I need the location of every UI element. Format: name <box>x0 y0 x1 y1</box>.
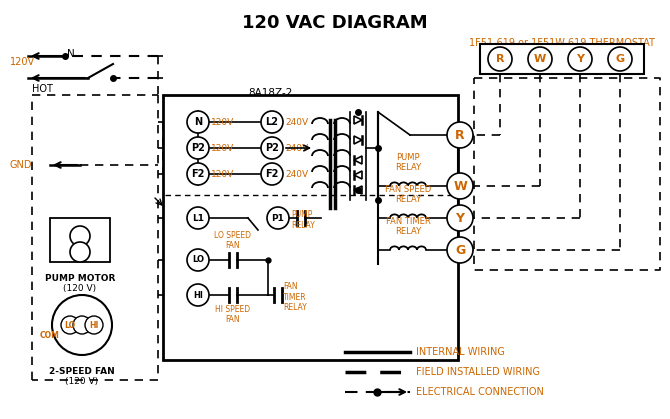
Circle shape <box>447 205 473 231</box>
Circle shape <box>187 284 209 306</box>
Text: FAN TIMER
RELAY: FAN TIMER RELAY <box>386 217 430 236</box>
Circle shape <box>52 295 112 355</box>
Text: 120 VAC DIAGRAM: 120 VAC DIAGRAM <box>242 14 428 32</box>
Text: 120V: 120V <box>211 143 234 153</box>
Text: ELECTRICAL CONNECTION: ELECTRICAL CONNECTION <box>416 387 544 397</box>
Bar <box>50 218 110 262</box>
Text: F2: F2 <box>265 169 279 179</box>
Circle shape <box>73 316 91 334</box>
Text: L1: L1 <box>192 214 204 222</box>
Text: 240V: 240V <box>285 170 308 178</box>
Text: 240V: 240V <box>285 117 308 127</box>
Circle shape <box>447 173 473 199</box>
Text: (120 V): (120 V) <box>66 377 98 386</box>
Text: 240V: 240V <box>285 143 308 153</box>
Text: W: W <box>453 179 467 192</box>
Circle shape <box>608 47 632 71</box>
Circle shape <box>267 207 289 229</box>
Text: GND: GND <box>10 160 33 170</box>
Text: 2-SPEED FAN: 2-SPEED FAN <box>49 367 115 376</box>
Circle shape <box>85 316 103 334</box>
Text: 8A18Z-2: 8A18Z-2 <box>248 88 292 98</box>
Text: PUMP
RELAY: PUMP RELAY <box>395 153 421 172</box>
Circle shape <box>488 47 512 71</box>
Circle shape <box>187 249 209 271</box>
Circle shape <box>447 122 473 148</box>
Text: LO: LO <box>64 321 76 329</box>
Circle shape <box>70 242 90 262</box>
Circle shape <box>187 137 209 159</box>
Text: W: W <box>534 54 546 64</box>
Text: FAN
TIMER
RELAY: FAN TIMER RELAY <box>283 282 307 312</box>
Circle shape <box>187 163 209 185</box>
Bar <box>163 95 458 360</box>
Text: R: R <box>455 129 465 142</box>
Circle shape <box>447 237 473 263</box>
Text: HOT: HOT <box>32 84 53 94</box>
Text: G: G <box>616 54 624 64</box>
Text: FAN SPEED
RELAY: FAN SPEED RELAY <box>385 185 431 204</box>
Text: (120 V): (120 V) <box>64 284 96 293</box>
Text: 120V: 120V <box>211 170 234 178</box>
Circle shape <box>568 47 592 71</box>
Text: FIELD INSTALLED WIRING: FIELD INSTALLED WIRING <box>416 367 540 377</box>
Circle shape <box>70 226 90 246</box>
Text: PUMP
RELAY: PUMP RELAY <box>291 210 315 230</box>
Text: P2: P2 <box>191 143 205 153</box>
Text: PUMP MOTOR: PUMP MOTOR <box>45 274 115 283</box>
Circle shape <box>61 316 79 334</box>
Text: N: N <box>194 117 202 127</box>
Text: INTERNAL WIRING: INTERNAL WIRING <box>416 347 505 357</box>
Text: LO SPEED
FAN: LO SPEED FAN <box>214 230 251 250</box>
Text: G: G <box>455 243 465 256</box>
Text: HI: HI <box>89 321 98 329</box>
Circle shape <box>187 207 209 229</box>
Bar <box>480 44 644 74</box>
Circle shape <box>261 163 283 185</box>
Circle shape <box>528 47 552 71</box>
Text: HI SPEED
FAN: HI SPEED FAN <box>216 305 251 324</box>
Text: P1: P1 <box>271 214 285 222</box>
Text: 120V: 120V <box>211 117 234 127</box>
Text: LO: LO <box>192 256 204 264</box>
Text: COM: COM <box>40 331 60 339</box>
Text: Y: Y <box>456 212 464 225</box>
Circle shape <box>261 111 283 133</box>
Text: 120V: 120V <box>10 57 35 67</box>
Text: HI: HI <box>193 290 203 300</box>
Text: P2: P2 <box>265 143 279 153</box>
Text: R: R <box>496 54 505 64</box>
Text: N: N <box>67 49 75 59</box>
Text: Y: Y <box>576 54 584 64</box>
Text: F2: F2 <box>192 169 205 179</box>
Text: L2: L2 <box>265 117 279 127</box>
Text: 1F51-619 or 1F51W-619 THERMOSTAT: 1F51-619 or 1F51W-619 THERMOSTAT <box>469 38 655 48</box>
Circle shape <box>187 111 209 133</box>
Circle shape <box>261 137 283 159</box>
